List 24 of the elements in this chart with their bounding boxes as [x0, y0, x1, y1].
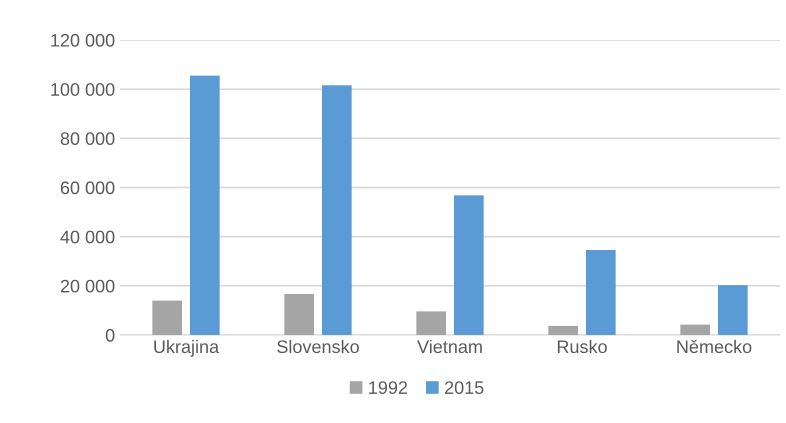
y-tick-label: 20 000	[60, 280, 114, 293]
y-tick-label: 120 000	[51, 34, 114, 47]
x-tick-label: Ukrajina	[154, 340, 220, 357]
y-tick-label: 40 000	[60, 230, 114, 244]
bar	[680, 324, 710, 335]
x-tick-label: Rusko	[558, 340, 607, 354]
bar	[322, 85, 352, 335]
y-tick-label: 100 000	[51, 83, 114, 96]
legend-label: 1992	[369, 381, 408, 394]
legend-label: 2015	[444, 381, 484, 394]
bar	[284, 294, 314, 335]
y-tick-label: 60 000	[60, 181, 114, 194]
bar	[718, 285, 748, 335]
bar	[548, 326, 578, 335]
bar	[454, 195, 484, 335]
y-tick-label: 0	[106, 328, 114, 342]
y-tick-label: 80 000	[60, 132, 114, 146]
x-tick-label: Německo	[677, 340, 752, 354]
bar	[190, 76, 220, 335]
bar	[152, 300, 182, 335]
bar	[416, 311, 446, 335]
x-tick-label: Vietnam	[417, 340, 482, 354]
bar	[586, 250, 616, 335]
x-tick-label: Slovensko	[277, 340, 359, 354]
